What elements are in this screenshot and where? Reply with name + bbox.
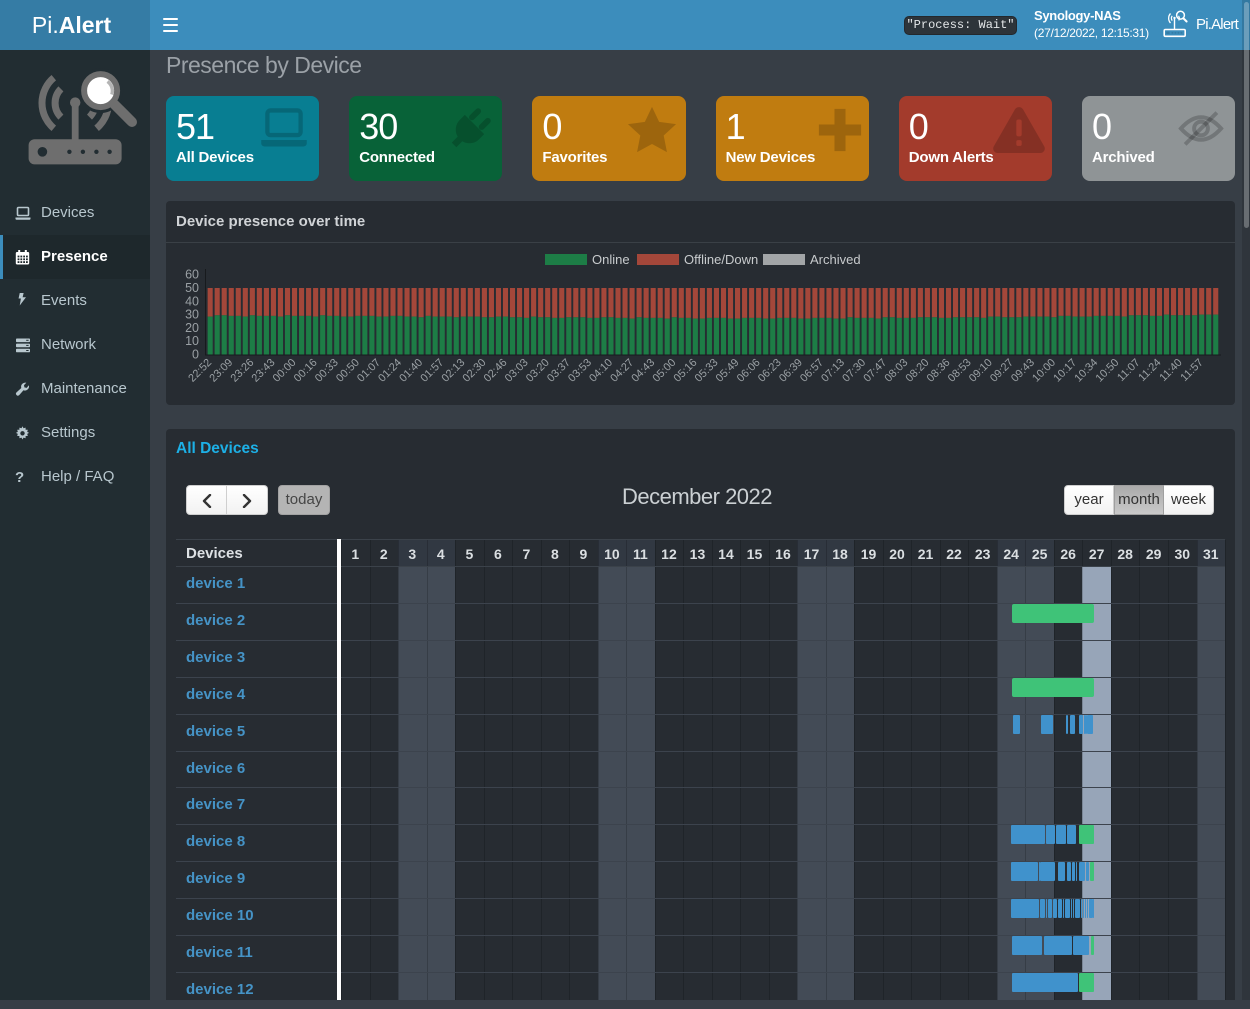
svg-text:10:50: 10:50 bbox=[1093, 357, 1121, 385]
svg-text:50: 50 bbox=[185, 281, 199, 295]
svg-text:01:24: 01:24 bbox=[376, 357, 404, 385]
svg-text:Online: Online bbox=[592, 252, 630, 267]
svg-text:01:57: 01:57 bbox=[418, 357, 446, 385]
svg-text:20: 20 bbox=[185, 321, 199, 335]
svg-text:03:53: 03:53 bbox=[566, 357, 594, 385]
svg-text:02:13: 02:13 bbox=[439, 357, 467, 385]
svg-text:05:16: 05:16 bbox=[672, 357, 700, 385]
svg-text:11:57: 11:57 bbox=[1178, 357, 1205, 384]
svg-text:23:26: 23:26 bbox=[228, 357, 256, 385]
svg-text:11:40: 11:40 bbox=[1157, 357, 1184, 384]
svg-text:03:03: 03:03 bbox=[503, 357, 531, 385]
svg-text:05:00: 05:00 bbox=[650, 357, 678, 385]
svg-text:04:10: 04:10 bbox=[587, 357, 615, 385]
svg-text:08:53: 08:53 bbox=[946, 357, 974, 385]
svg-text:05:49: 05:49 bbox=[714, 357, 742, 385]
svg-text:06:39: 06:39 bbox=[777, 357, 805, 385]
svg-text:Offline/Down: Offline/Down bbox=[684, 252, 758, 267]
svg-text:02:46: 02:46 bbox=[482, 357, 510, 385]
svg-text:00:33: 00:33 bbox=[313, 357, 341, 385]
svg-text:08:20: 08:20 bbox=[904, 357, 932, 385]
svg-text:00:00: 00:00 bbox=[271, 357, 299, 385]
svg-text:09:10: 09:10 bbox=[967, 357, 995, 385]
svg-text:00:16: 00:16 bbox=[292, 357, 320, 385]
svg-text:Archived: Archived bbox=[810, 252, 861, 267]
svg-text:22:52: 22:52 bbox=[186, 357, 214, 385]
svg-text:23:43: 23:43 bbox=[250, 357, 278, 385]
svg-text:01:07: 01:07 bbox=[355, 357, 383, 385]
svg-text:10:17: 10:17 bbox=[1051, 357, 1079, 385]
svg-text:09:27: 09:27 bbox=[988, 357, 1016, 385]
svg-text:02:30: 02:30 bbox=[461, 357, 489, 385]
svg-text:04:43: 04:43 bbox=[629, 357, 657, 385]
svg-text:09:43: 09:43 bbox=[1009, 357, 1037, 385]
svg-text:08:36: 08:36 bbox=[925, 357, 953, 385]
svg-text:06:23: 06:23 bbox=[756, 357, 784, 385]
svg-text:07:13: 07:13 bbox=[819, 357, 847, 385]
svg-text:30: 30 bbox=[185, 308, 199, 322]
svg-text:11:24: 11:24 bbox=[1136, 357, 1163, 384]
svg-text:10:34: 10:34 bbox=[1072, 357, 1100, 385]
svg-text:05:33: 05:33 bbox=[693, 357, 721, 385]
svg-text:06:06: 06:06 bbox=[735, 357, 763, 385]
svg-text:07:47: 07:47 bbox=[861, 357, 889, 385]
svg-text:04:27: 04:27 bbox=[608, 357, 636, 385]
svg-text:07:30: 07:30 bbox=[840, 357, 868, 385]
svg-text:40: 40 bbox=[185, 294, 199, 308]
svg-text:03:20: 03:20 bbox=[524, 357, 552, 385]
svg-text:08:03: 08:03 bbox=[882, 357, 910, 385]
svg-text:06:57: 06:57 bbox=[798, 357, 826, 385]
svg-text:10: 10 bbox=[185, 334, 199, 348]
svg-text:60: 60 bbox=[185, 268, 199, 282]
svg-text:11:07: 11:07 bbox=[1115, 357, 1142, 384]
svg-text:0: 0 bbox=[192, 348, 199, 362]
svg-text:00:50: 00:50 bbox=[334, 357, 362, 385]
svg-text:03:37: 03:37 bbox=[545, 357, 573, 385]
svg-text:10:00: 10:00 bbox=[1030, 357, 1058, 385]
svg-text:23:09: 23:09 bbox=[207, 357, 235, 385]
svg-text:01:40: 01:40 bbox=[397, 357, 425, 385]
